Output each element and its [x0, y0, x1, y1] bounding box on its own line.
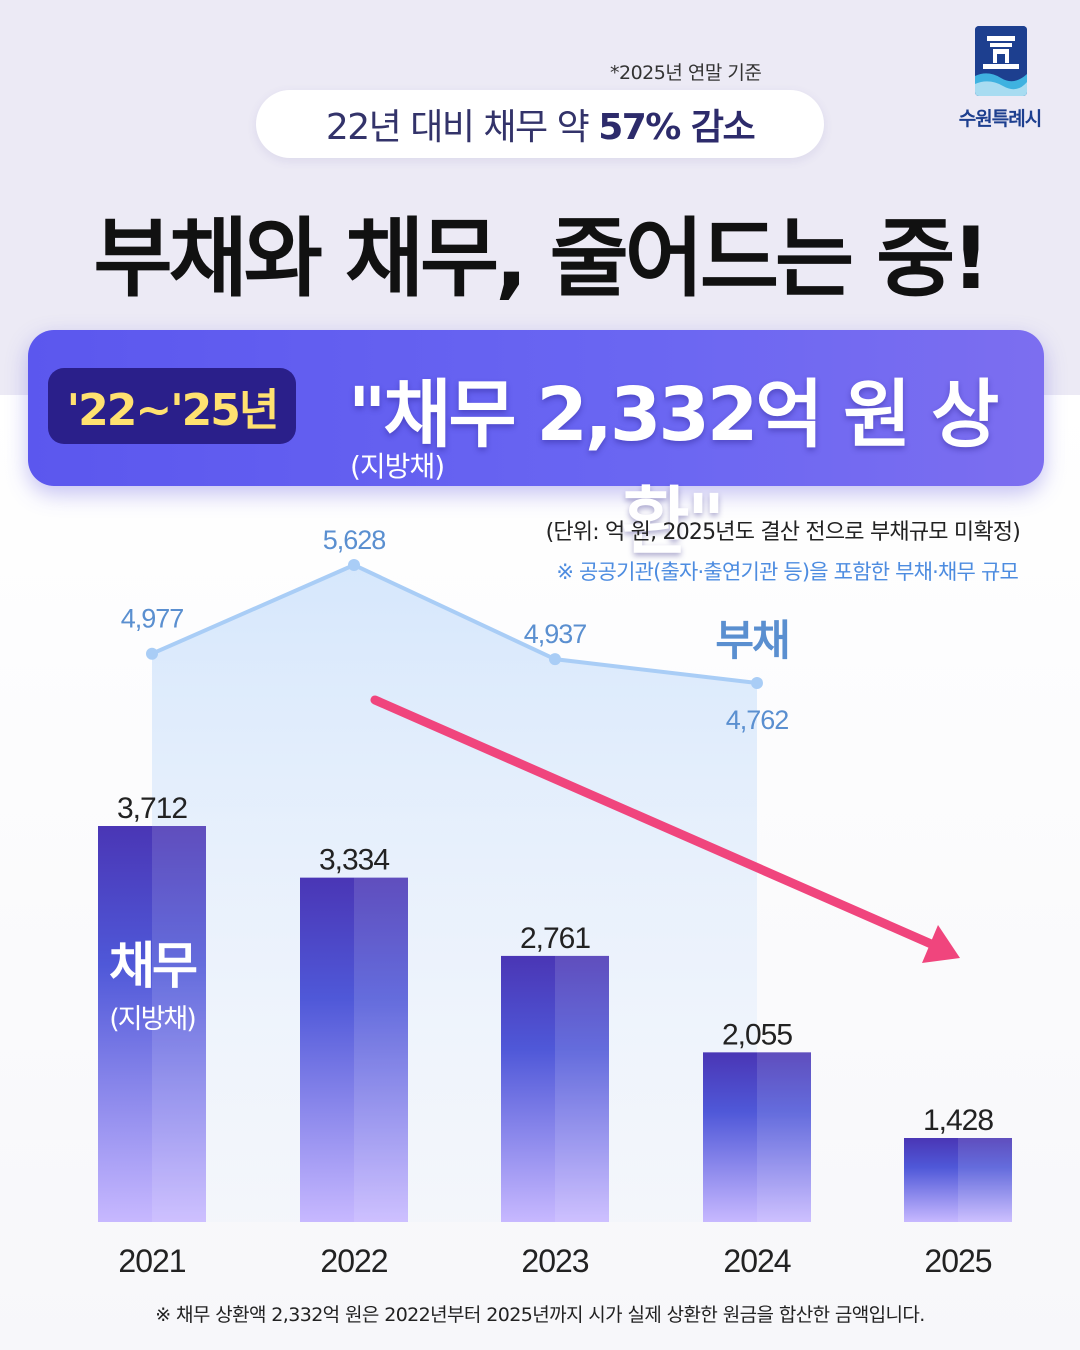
- period-badge: '22~'25년: [48, 368, 296, 444]
- debt-area: [152, 565, 757, 1222]
- debt-value-label: 5,628: [323, 525, 386, 555]
- city-logo: 수원특례시: [950, 24, 1060, 134]
- debt-point: [348, 559, 360, 571]
- unit-note: (단위: 억 원, 2025년도 결산 전으로 부채규모 미확정): [545, 520, 1021, 545]
- repayment-subtitle: (지방채): [350, 450, 445, 483]
- pill-emphasis: 57% 감소: [598, 107, 755, 148]
- bar-series-sublabel: (지방채): [109, 1004, 195, 1035]
- x-tick-label: 2022: [320, 1243, 387, 1279]
- debt-bar-2025: [904, 1138, 1012, 1222]
- x-tick-label: 2021: [118, 1243, 185, 1279]
- bar-value-label: 2,761: [520, 922, 590, 955]
- debt-line: [151, 562, 758, 685]
- logo-text: 수원특례시: [958, 108, 1042, 130]
- bar-value-label: 3,712: [117, 792, 187, 825]
- bar-highlight: [555, 955, 609, 1222]
- debt-value-label: 4,762: [726, 705, 789, 735]
- page-title: 부채와 채무, 줄어드는 중!: [93, 209, 991, 309]
- x-tick-label: 2025: [924, 1243, 991, 1279]
- basis-note: *2025년 연말 기준: [610, 62, 762, 84]
- debt-value-label: 4,977: [121, 604, 184, 634]
- debt-series-label: 부채: [715, 616, 788, 665]
- bar-value-label: 2,055: [722, 1018, 792, 1051]
- debt-bar-2024: [703, 1052, 811, 1222]
- footnote: ※ 채무 상환액 2,332억 원은 2022년부터 2025년까지 시가 실제…: [155, 1304, 925, 1326]
- bar-series-label: 채무: [109, 937, 197, 995]
- bar-highlight: [354, 877, 408, 1222]
- trend-arrow-head: [922, 925, 960, 963]
- debt-point: [549, 653, 561, 666]
- bar-value-label: 1,428: [923, 1104, 993, 1137]
- debt-bar-2021: [98, 826, 206, 1222]
- debt-value-label: 4,937: [524, 619, 587, 649]
- bar-highlight: [152, 826, 206, 1222]
- trend-arrow-line: [370, 695, 943, 952]
- fortress-icon: [975, 26, 1027, 96]
- debt-bar-2023: [501, 955, 609, 1222]
- pill-prefix: 22년 대비 채무 약: [325, 107, 590, 148]
- reduction-pill: 22년 대비 채무 약 57% 감소: [256, 90, 824, 158]
- bar-highlight: [757, 1052, 811, 1222]
- x-tick-label: 2024: [723, 1243, 790, 1279]
- bar-highlight: [958, 1138, 1012, 1222]
- bar-value-label: 3,334: [319, 844, 389, 877]
- debt-bar-2022: [300, 877, 408, 1222]
- debt-point: [751, 677, 763, 689]
- x-tick-label: 2023: [521, 1243, 588, 1279]
- scope-note: ※ 공공기관(출자·출연기관 등)을 포함한 부채·채무 규모: [556, 560, 1018, 584]
- debt-point: [146, 647, 158, 660]
- repayment-headline: "채무 2,332억 원 상환": [347, 372, 999, 565]
